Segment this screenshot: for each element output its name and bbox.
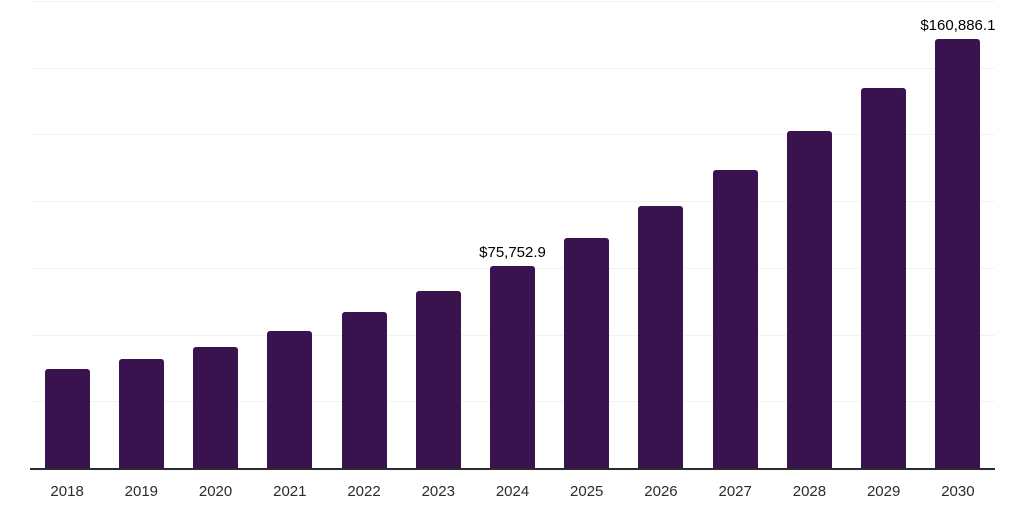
- bar-value-label-2024: $75,752.9: [479, 243, 546, 261]
- bar-2021: [267, 330, 313, 468]
- x-tick-2021: 2021: [273, 483, 307, 500]
- x-tick-2020: 2020: [198, 483, 233, 500]
- x-tick-2026: 2026: [644, 483, 678, 500]
- x-tick-2018: 2018: [50, 483, 84, 500]
- bar-value-label-2030: $160,886.1: [920, 16, 996, 34]
- gridline: [30, 134, 995, 136]
- x-axis: 2018 2019 2020 2021 2022 2023 2024 2025 2026 2027…: [30, 483, 995, 507]
- bar-2023: [415, 290, 461, 468]
- bar-2019: [118, 358, 164, 468]
- bar-2029: [861, 87, 907, 468]
- bar-2024: [490, 265, 535, 468]
- x-tick-2024: 2024: [495, 483, 530, 500]
- gridline: [30, 1, 995, 2]
- bar-2020: [193, 346, 239, 468]
- bar-2018: [44, 369, 90, 468]
- x-tick-2019: 2019: [124, 483, 159, 500]
- gridline: [30, 67, 995, 69]
- bar-2028: [786, 131, 832, 468]
- bar-2025: [564, 237, 610, 468]
- x-tick-2027: 2027: [718, 483, 752, 500]
- plot-area: $75,752.9 $160,886.1: [30, 1, 995, 470]
- x-tick-2025: 2025: [570, 483, 604, 500]
- bar-2022: [341, 311, 387, 468]
- x-tick-2028: 2028: [792, 483, 827, 500]
- x-tick-2030: 2030: [941, 483, 975, 500]
- bar-2026: [638, 205, 684, 468]
- x-tick-2023: 2023: [421, 483, 455, 500]
- gridline: [30, 201, 995, 203]
- x-tick-2029: 2029: [866, 483, 901, 500]
- x-tick-2022: 2022: [347, 483, 381, 500]
- bar-2027: [712, 170, 758, 468]
- bar-2030: [935, 38, 981, 468]
